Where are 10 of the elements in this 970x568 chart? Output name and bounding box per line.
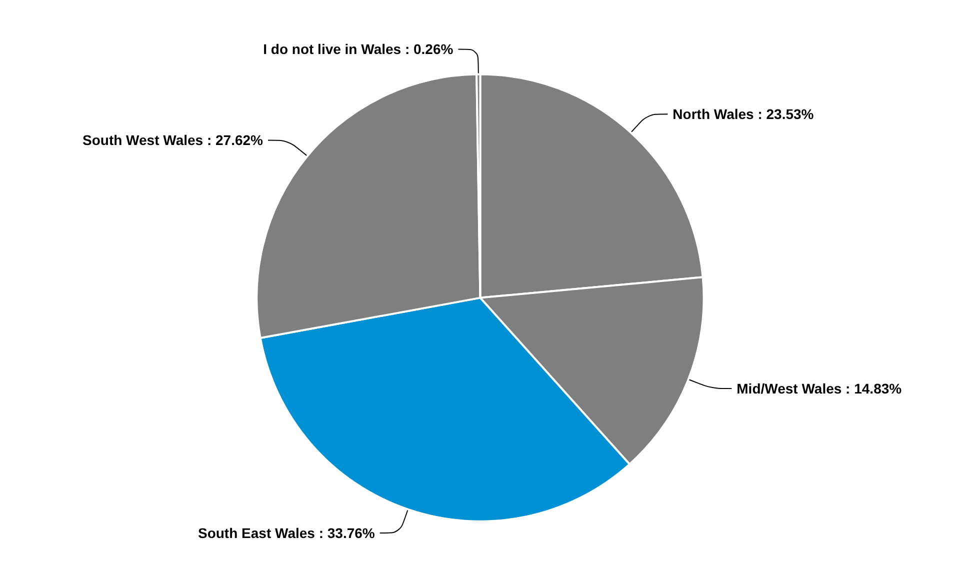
data-label: : 27.62% — [206, 132, 264, 148]
slice-label: I do not live in Wales — [263, 41, 402, 58]
data-label: : 33.76% — [318, 525, 376, 542]
slice-label: South West Wales — [82, 132, 204, 148]
slice-label: North Wales — [672, 106, 754, 122]
slice-label: Mid/West Wales — [736, 380, 842, 396]
data-label: : 23.53% — [758, 106, 814, 122]
slice-label: South East Wales — [198, 525, 316, 542]
data-label: : 14.83% — [846, 380, 902, 396]
data-label: : 0.26% — [404, 41, 454, 58]
